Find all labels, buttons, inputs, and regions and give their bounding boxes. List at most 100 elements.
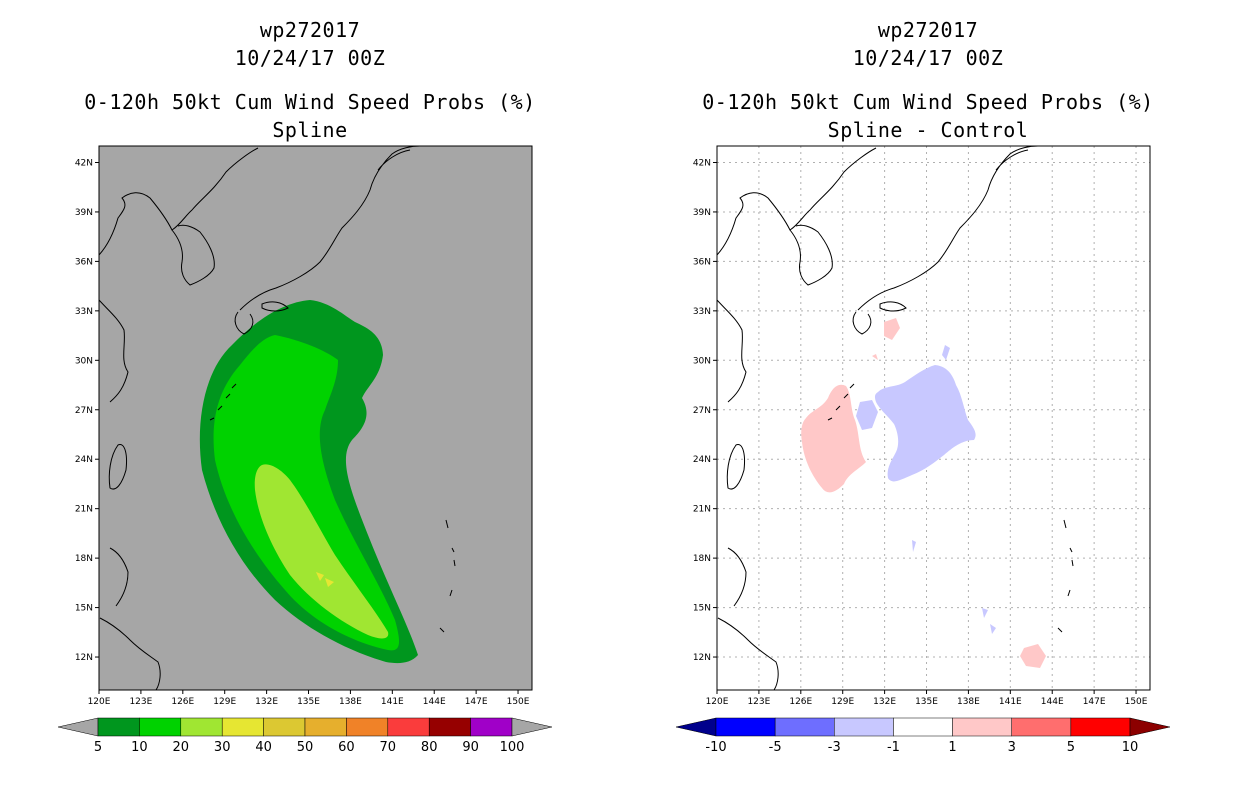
right-colorbar: -10 -5 -3 -1 1 3 5 10 xyxy=(675,717,1171,755)
left-contours xyxy=(199,300,418,664)
colorbar-label: 60 xyxy=(338,740,355,755)
colorbar-label: 80 xyxy=(421,740,438,755)
right-contours xyxy=(801,318,1046,668)
colorbar-label: 5 xyxy=(94,740,102,755)
y-tick-label: 18N xyxy=(693,554,711,564)
colorbar-segment xyxy=(952,717,1012,737)
y-tick-label: 12N xyxy=(75,653,93,663)
right-title-method: Spline - Control xyxy=(827,118,1029,142)
coast-kyushu xyxy=(234,311,254,335)
colorbar-segment xyxy=(1011,717,1072,737)
colorbar-segment xyxy=(893,717,953,737)
coast-taiwan xyxy=(108,443,127,490)
diff-negative-tail xyxy=(942,345,950,360)
right-title-storm: wp272017 xyxy=(877,18,979,42)
colorbar-segment xyxy=(304,717,347,737)
y-tick-label: 18N xyxy=(75,554,93,564)
x-tick-label: 150E xyxy=(1125,697,1148,707)
x-tick-label: 141E xyxy=(381,697,404,707)
x-tick-label: 144E xyxy=(1041,697,1064,707)
y-tick-label: 30N xyxy=(75,356,93,366)
y-tick-label: 27N xyxy=(693,406,711,416)
colorbar-label: 70 xyxy=(380,740,397,755)
coast-korea xyxy=(171,224,215,286)
colorbar-segment xyxy=(346,717,389,737)
y-tick-label: 39N xyxy=(693,208,711,218)
left-coastlines xyxy=(99,146,456,690)
colorbar-segment xyxy=(221,717,264,737)
y-tick-label: 21N xyxy=(693,505,711,515)
x-tick-label: 147E xyxy=(465,697,488,707)
left-map-panel: 120E 123E 126E 129E 132E 135E 138E 141E 144E 147E… xyxy=(75,145,533,707)
x-tick-label: 138E xyxy=(957,697,980,707)
colorbar-label: 90 xyxy=(462,740,479,755)
coast-mainland xyxy=(99,147,259,256)
colorbar-label: 10 xyxy=(131,740,148,755)
coast-taiwan xyxy=(726,443,745,490)
colorbar-label: -10 xyxy=(705,740,726,755)
coast-marianas xyxy=(439,519,456,633)
contour-20-30 xyxy=(254,464,389,639)
colorbar-label: 10 xyxy=(1122,740,1139,755)
x-tick-label: 135E xyxy=(915,697,938,707)
left-title-product: 0-120h 50kt Cum Wind Speed Probs (%) xyxy=(84,90,536,114)
left-axis-ticks: 120E 123E 126E 129E 132E 135E 138E 141E 144E 147E… xyxy=(75,158,530,707)
y-tick-label: 36N xyxy=(75,257,93,267)
coast-japan xyxy=(239,146,421,311)
colorbar-segment xyxy=(470,717,513,737)
x-tick-label: 135E xyxy=(297,697,320,707)
x-tick-label: 132E xyxy=(255,697,278,707)
coast-china-east xyxy=(99,299,129,403)
diff-negative-speck xyxy=(912,540,916,552)
colorbar-label: 40 xyxy=(255,740,272,755)
y-tick-label: 30N xyxy=(693,356,711,366)
left-title-method: Spline xyxy=(272,118,348,142)
coast-ryukyu xyxy=(209,383,237,421)
y-tick-label: 12N xyxy=(693,653,711,663)
colorbar-segment xyxy=(774,717,835,737)
colorbar-under-triangle xyxy=(57,717,99,737)
right-coastlines xyxy=(717,146,1074,690)
colorbar-label: -1 xyxy=(887,740,900,755)
y-tick-label: 33N xyxy=(693,307,711,317)
colorbar-label: 1 xyxy=(948,740,956,755)
coast-philippines xyxy=(99,547,161,690)
coast-china-east xyxy=(717,299,747,403)
y-tick-label: 24N xyxy=(75,455,93,465)
colorbar-segment xyxy=(387,717,430,737)
x-tick-label: 132E xyxy=(873,697,896,707)
colorbar-segment xyxy=(180,717,223,737)
x-tick-label: 138E xyxy=(339,697,362,707)
colorbar-label: 100 xyxy=(500,740,525,755)
coast-marianas xyxy=(1057,519,1074,633)
colorbar-label: 50 xyxy=(297,740,314,755)
colorbar-segment xyxy=(1070,717,1131,737)
y-tick-label: 36N xyxy=(693,257,711,267)
left-plot-frame xyxy=(98,145,533,691)
y-tick-label: 21N xyxy=(75,505,93,515)
diff-positive-speck xyxy=(872,354,878,360)
x-tick-label: 123E xyxy=(129,697,152,707)
y-tick-label: 24N xyxy=(693,455,711,465)
colorbar-label: 20 xyxy=(173,740,190,755)
colorbar-over-triangle xyxy=(1129,717,1171,737)
y-tick-label: 42N xyxy=(693,158,711,168)
colorbar-segment xyxy=(428,717,471,737)
right-title-product: 0-120h 50kt Cum Wind Speed Probs (%) xyxy=(702,90,1154,114)
diff-negative-speck xyxy=(990,624,996,634)
colorbar-segment xyxy=(715,717,776,737)
coast-kyushu xyxy=(852,311,872,335)
coast-ryukyu xyxy=(827,383,855,421)
colorbar-label: -3 xyxy=(828,740,841,755)
x-tick-label: 141E xyxy=(999,697,1022,707)
diff-negative-north xyxy=(856,400,878,430)
coast-japan xyxy=(857,146,1039,311)
x-tick-label: 126E xyxy=(171,697,194,707)
diff-positive-north xyxy=(884,318,900,340)
x-tick-label: 129E xyxy=(213,697,236,707)
x-tick-label: 126E xyxy=(789,697,812,707)
y-tick-label: 39N xyxy=(75,208,93,218)
coast-philippines xyxy=(717,547,779,690)
diff-negative-speck xyxy=(982,608,988,618)
